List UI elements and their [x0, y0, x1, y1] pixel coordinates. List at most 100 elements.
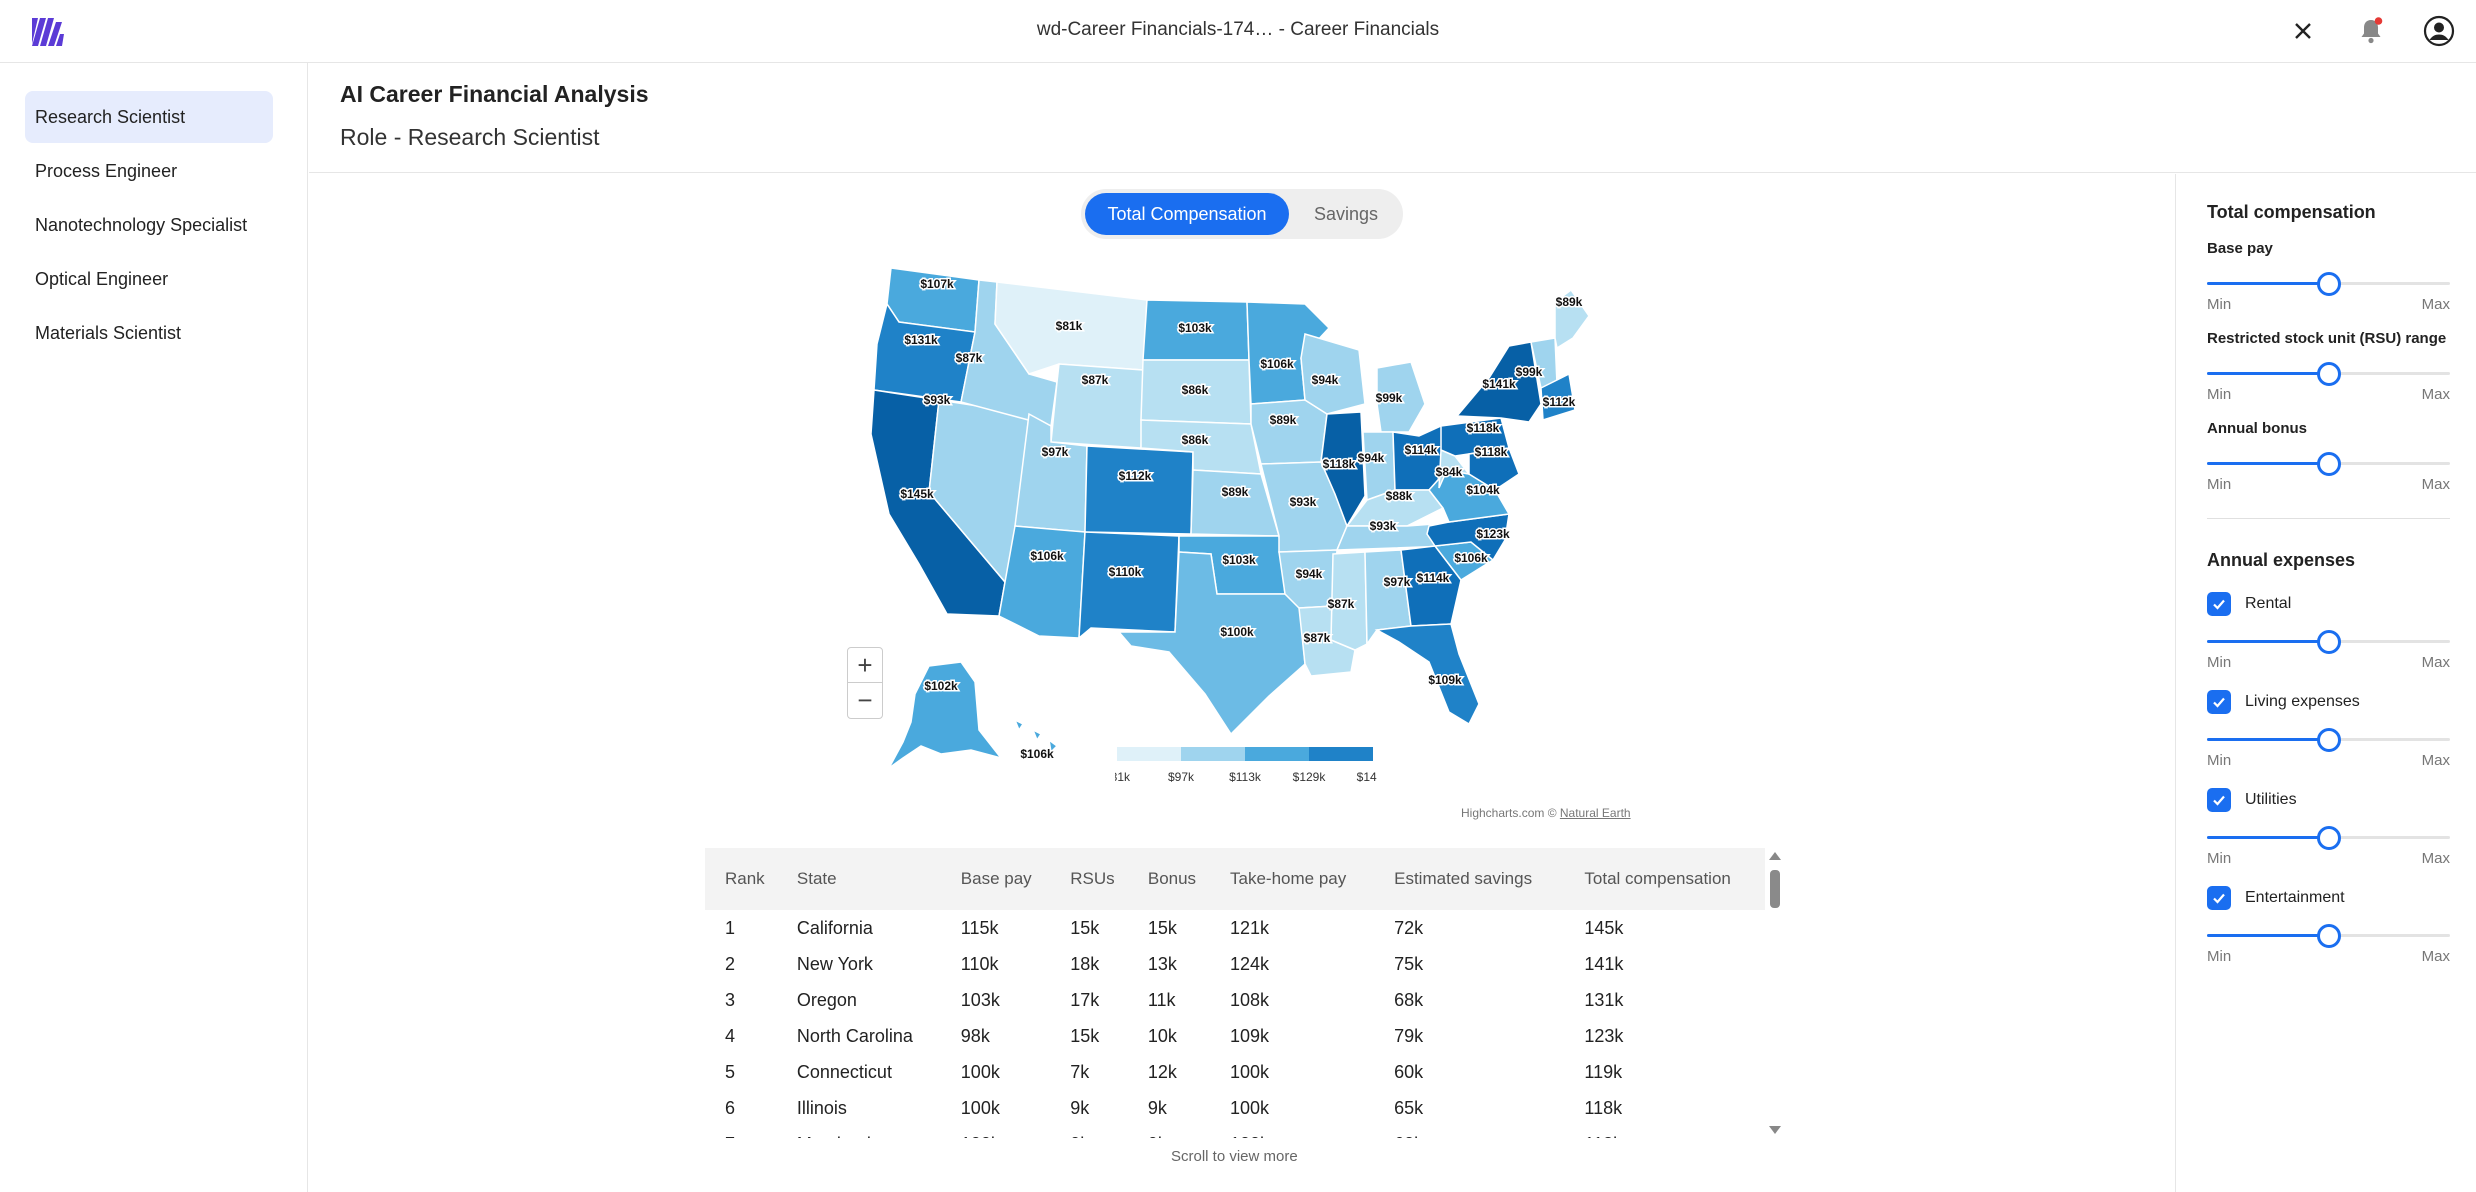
app-logo-icon[interactable]: [28, 14, 66, 50]
slider-handle[interactable]: [2316, 826, 2341, 850]
filters-panel: Total compensation Base pay Min Max Restr…: [2175, 174, 2476, 1192]
state-value-label-GA: $114k: [1417, 571, 1450, 585]
table-row[interactable]: 7Maryland100k9k9k100k60k118k: [705, 1126, 1765, 1139]
checkmark-icon[interactable]: [2207, 592, 2231, 616]
sidebar-item-optical-engineer[interactable]: Optical Engineer: [35, 269, 169, 289]
role-subtitle: Role - Research Scientist: [340, 124, 600, 150]
state-value-label-NY: $141k: [1482, 377, 1516, 391]
living-expenses-checkbox[interactable]: Living expenses: [2207, 690, 2360, 714]
col-estimated-savings[interactable]: Estimated savings: [1374, 848, 1565, 910]
state-NM[interactable]: [1078, 531, 1180, 640]
scroll-down-arrow-icon[interactable]: [1769, 1126, 1781, 1134]
slider-handle[interactable]: [2316, 728, 2341, 752]
savings-tab[interactable]: Savings: [1313, 204, 1379, 224]
state-value-label-TX: $100k: [1220, 625, 1254, 639]
sidebar-item-research-scientist[interactable]: Research Scientist: [25, 91, 273, 143]
slider-handle[interactable]: [2316, 924, 2341, 948]
table-row[interactable]: 3 Oregon 103k 17k 11k 108k 68k 131k: [705, 982, 1765, 1018]
entertainment-checkbox[interactable]: Entertainment: [2207, 886, 2345, 910]
state-GA[interactable]: [1400, 545, 1462, 627]
col-total-compensation[interactable]: Total compensation: [1564, 848, 1765, 910]
slider-handle[interactable]: [2316, 452, 2341, 476]
table-row[interactable]: 1 California 115k 15k 15k 121k 72k 145k: [705, 910, 1765, 946]
table-cell: 7: [705, 1126, 777, 1139]
table-row[interactable]: 5 Connecticut 100k 7k 12k 100k 60k 119k: [705, 1054, 1765, 1090]
slider-handle[interactable]: [2316, 630, 2341, 654]
state-value-label-CA: $145k: [900, 487, 934, 501]
total-compensation-tab[interactable]: Total Compensation: [1085, 193, 1289, 235]
rsu-range-slider[interactable]: [2207, 358, 2450, 388]
rental-slider[interactable]: [2207, 626, 2450, 656]
table-cell: 141k: [1584, 953, 1624, 974]
page-header: AI Career Financial Analysis Role - Rese…: [309, 63, 2476, 173]
natural-earth-link[interactable]: Natural Earth: [1559, 806, 1631, 820]
state-value-label-MI: $99k: [1376, 391, 1403, 405]
table-cell: 60k: [1374, 1126, 1564, 1139]
col-rsus[interactable]: RSUs: [1050, 848, 1128, 910]
table-row[interactable]: 6 Illinois 100k 9k 9k 100k 65k 118k: [705, 1090, 1765, 1126]
slider-handle[interactable]: [2316, 272, 2341, 296]
table-cell: 100k: [960, 1061, 1000, 1082]
min-max-labels: Min Max: [2207, 948, 2450, 965]
zoom-out-button[interactable]: −: [857, 685, 873, 715]
table-cell: 9k: [1147, 1097, 1167, 1118]
state-value-label-FL: $109k: [1428, 673, 1462, 687]
notification-bell-icon[interactable]: [2354, 14, 2388, 48]
sidebar-item-materials-scientist[interactable]: Materials Scientist: [35, 323, 182, 343]
state-value-label-WA: $107k: [920, 277, 954, 291]
checkmark-icon[interactable]: [2207, 690, 2231, 714]
table-row[interactable]: 2 New York 110k 18k 13k 124k 75k 141k: [705, 946, 1765, 982]
panel-divider: [2207, 518, 2450, 519]
state-MD[interactable]: [1468, 447, 1520, 491]
state-AK[interactable]: [888, 661, 1003, 769]
state-value-label-NV: $93k: [924, 393, 951, 407]
state-MS[interactable]: [1330, 551, 1368, 651]
user-avatar-icon[interactable]: [2422, 14, 2456, 48]
utilities-slider[interactable]: [2207, 822, 2450, 852]
col-take-home-pay[interactable]: Take-home pay: [1210, 848, 1375, 910]
table-scrollbar[interactable]: [1765, 848, 1785, 1138]
col-state[interactable]: State: [776, 848, 941, 910]
table-cell: 18k: [1070, 953, 1100, 974]
checkmark-icon[interactable]: [2207, 886, 2231, 910]
state-FL[interactable]: [1374, 623, 1480, 726]
col-rank[interactable]: Rank: [705, 848, 777, 910]
state-WY[interactable]: [1050, 363, 1144, 449]
state-AZ[interactable]: [998, 525, 1086, 639]
utilities-checkbox[interactable]: Utilities: [2207, 788, 2297, 812]
table-row[interactable]: 4 North Carolina 98k 15k 10k 109k 79k 123k: [705, 1018, 1765, 1054]
scroll-thumb[interactable]: [1770, 870, 1780, 908]
table-cell: 9k: [1050, 1126, 1128, 1139]
state-ME[interactable]: [1554, 288, 1589, 350]
state-TX[interactable]: [1117, 551, 1306, 736]
state-HI[interactable]: [1013, 718, 1059, 754]
table-cell: 79k: [1394, 1025, 1424, 1046]
scroll-up-arrow-icon[interactable]: [1769, 852, 1781, 860]
state-value-label-KY: $88k: [1386, 489, 1413, 503]
checkmark-icon[interactable]: [2207, 788, 2231, 812]
living-expenses-slider[interactable]: [2207, 724, 2450, 754]
state-IA[interactable]: [1250, 399, 1328, 465]
slider-handle[interactable]: [2316, 362, 2341, 386]
table-cell: 118k: [1584, 1097, 1623, 1118]
sidebar-item-nanotechnology-specialist[interactable]: Nanotechnology Specialist: [35, 215, 248, 235]
annual-bonus-slider[interactable]: [2207, 448, 2450, 478]
sidebar-item-process-engineer[interactable]: Process Engineer: [35, 161, 178, 181]
state-NY[interactable]: [1455, 341, 1542, 423]
table-cell: California: [796, 917, 873, 938]
state-CO[interactable]: [1084, 445, 1194, 535]
rental-checkbox[interactable]: Rental: [2207, 592, 2291, 616]
state-CT[interactable]: [1540, 372, 1576, 422]
zoom-in-button[interactable]: +: [848, 648, 882, 683]
state-MI[interactable]: [1376, 361, 1426, 433]
col-base-pay[interactable]: Base pay: [940, 848, 1051, 910]
entertainment-slider[interactable]: [2207, 920, 2450, 950]
col-bonus[interactable]: Bonus: [1127, 848, 1211, 910]
table-cell: 17k: [1070, 989, 1100, 1010]
min-max-labels: Min Max: [2207, 752, 2450, 769]
close-icon[interactable]: [2286, 14, 2320, 48]
base-pay-slider[interactable]: [2207, 268, 2450, 298]
us-choropleth-map[interactable]: $107k $131k $145k $93k $87k $81k $87k $97k $112k…: [829, 264, 1589, 784]
ranking-table[interactable]: Rank State Base pay RSUs Bonus Take-home…: [705, 848, 1795, 1138]
table-cell: 72k: [1394, 917, 1424, 938]
